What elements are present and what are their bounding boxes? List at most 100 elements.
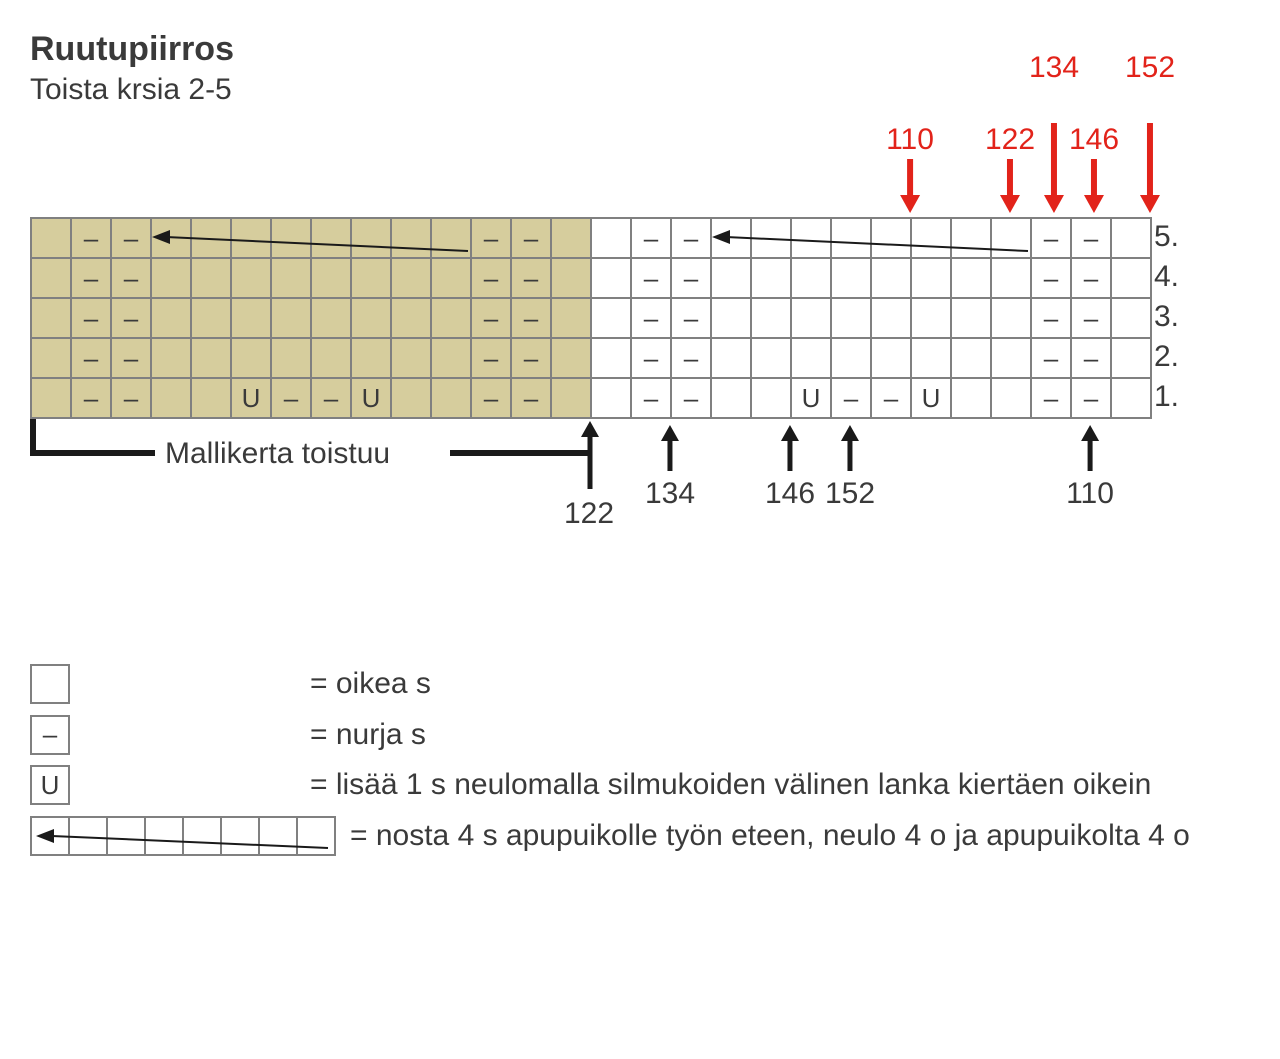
chart-cell bbox=[391, 298, 431, 338]
chart-cell: – bbox=[671, 298, 711, 338]
chart-cell bbox=[231, 258, 271, 298]
chart-cell: – bbox=[511, 298, 551, 338]
chart-cell bbox=[311, 298, 351, 338]
top-arrow-label: 134 bbox=[1029, 51, 1079, 85]
chart-cell bbox=[1111, 338, 1151, 378]
chart-cell: – bbox=[1071, 298, 1111, 338]
chart-cell bbox=[911, 338, 951, 378]
chart-cell bbox=[151, 258, 191, 298]
chart-cell: – bbox=[71, 218, 111, 258]
chart-cell: – bbox=[71, 378, 111, 418]
chart-cell: – bbox=[831, 378, 871, 418]
chart-cell bbox=[351, 258, 391, 298]
top-arrow-label: 110 bbox=[886, 123, 934, 157]
bottom-arrow-label: 110 bbox=[1066, 477, 1114, 511]
chart-cell bbox=[271, 258, 311, 298]
top-arrow-label: 146 bbox=[1069, 123, 1119, 157]
chart-cell: U bbox=[791, 378, 831, 418]
blank-box-icon bbox=[30, 664, 70, 704]
chart-cell: – bbox=[1031, 378, 1071, 418]
top-arrow-marker: 122 bbox=[985, 123, 1035, 217]
chart-cell bbox=[431, 298, 471, 338]
chart-cell bbox=[31, 258, 71, 298]
chart-cell bbox=[351, 338, 391, 378]
chart-cell: – bbox=[111, 298, 151, 338]
chart-cell: – bbox=[1071, 258, 1111, 298]
chart-container: 110122134146152 ––––––––––––––––––––––––… bbox=[30, 217, 1250, 424]
chart-cell: – bbox=[71, 298, 111, 338]
top-arrow-marker: 110 bbox=[886, 123, 934, 217]
chart-cell bbox=[831, 338, 871, 378]
chart-cell: U bbox=[911, 378, 951, 418]
chart-cell: – bbox=[671, 338, 711, 378]
bottom-arrow-marker: 152 bbox=[825, 423, 875, 511]
chart-cell: – bbox=[631, 218, 671, 258]
chart-cell bbox=[551, 258, 591, 298]
chart-cell bbox=[751, 338, 791, 378]
chart-cell bbox=[151, 298, 191, 338]
chart-cell: – bbox=[511, 218, 551, 258]
legend-text: = lisää 1 s neulomalla silmukoiden välin… bbox=[310, 765, 1151, 806]
chart-cell bbox=[231, 338, 271, 378]
chart-cell bbox=[311, 258, 351, 298]
chart-cell: – bbox=[1071, 378, 1111, 418]
legend-row: = oikea s bbox=[30, 664, 1250, 705]
chart-cell bbox=[991, 258, 1031, 298]
chart-cell bbox=[191, 218, 231, 258]
down-arrow-icon bbox=[1138, 123, 1162, 217]
chart-cell bbox=[151, 218, 191, 258]
chart-cell: – bbox=[631, 298, 671, 338]
chart-cell bbox=[1111, 258, 1151, 298]
chart-cell bbox=[31, 218, 71, 258]
chart-cell bbox=[791, 258, 831, 298]
chart-cell: – bbox=[631, 258, 671, 298]
chart-cell: U bbox=[351, 378, 391, 418]
bottom-arrow-label: 134 bbox=[645, 477, 695, 511]
repeat-label: Mallikerta toistuu bbox=[165, 437, 390, 471]
chart-cell bbox=[951, 338, 991, 378]
chart-cell bbox=[391, 378, 431, 418]
legend-symbol bbox=[30, 664, 310, 704]
chart-cell bbox=[951, 378, 991, 418]
chart-cell bbox=[431, 378, 471, 418]
chart-cell bbox=[951, 258, 991, 298]
chart-cell bbox=[591, 218, 631, 258]
chart-cell bbox=[711, 298, 751, 338]
row-label: 1. bbox=[1154, 377, 1179, 417]
top-arrow-label: 152 bbox=[1125, 51, 1175, 85]
chart-cell bbox=[791, 218, 831, 258]
chart-cell: – bbox=[1071, 218, 1111, 258]
dash-box-icon: – bbox=[30, 715, 70, 755]
chart-cell: – bbox=[111, 378, 151, 418]
chart-cell bbox=[591, 378, 631, 418]
chart-cell bbox=[191, 338, 231, 378]
chart-cell bbox=[551, 298, 591, 338]
chart-cell bbox=[191, 258, 231, 298]
chart-cell bbox=[271, 218, 311, 258]
chart-cell bbox=[191, 298, 231, 338]
chart-cell: – bbox=[511, 338, 551, 378]
chart-cell: – bbox=[511, 258, 551, 298]
legend-text: = oikea s bbox=[310, 664, 431, 705]
chart-cell: – bbox=[71, 258, 111, 298]
chart-cell bbox=[391, 218, 431, 258]
row-label: 3. bbox=[1154, 297, 1179, 337]
chart-cell: – bbox=[311, 378, 351, 418]
chart-cell bbox=[431, 258, 471, 298]
chart-cell bbox=[351, 298, 391, 338]
bottom-arrow-label: 152 bbox=[825, 477, 875, 511]
legend-row: = nosta 4 s apupuikolle työn eteen, neul… bbox=[30, 816, 1250, 857]
up-arrow-icon bbox=[1078, 423, 1102, 473]
chart-cell: – bbox=[1071, 338, 1111, 378]
down-arrow-icon bbox=[1042, 123, 1066, 217]
chart-cell: – bbox=[1031, 298, 1071, 338]
chart-cell bbox=[831, 218, 871, 258]
chart-cell bbox=[711, 218, 751, 258]
chart-cell bbox=[31, 338, 71, 378]
chart-cell bbox=[391, 338, 431, 378]
row-label: 2. bbox=[1154, 337, 1179, 377]
chart-cell: – bbox=[631, 338, 671, 378]
chart-cell bbox=[911, 218, 951, 258]
chart-cell: – bbox=[671, 218, 711, 258]
chart-cell: – bbox=[471, 218, 511, 258]
